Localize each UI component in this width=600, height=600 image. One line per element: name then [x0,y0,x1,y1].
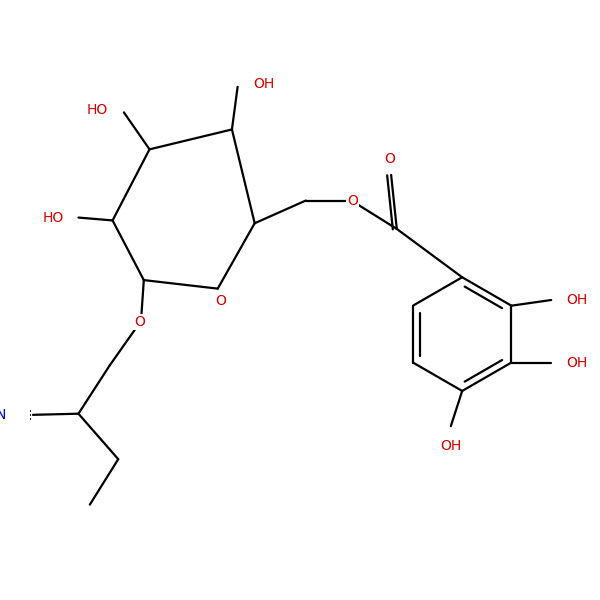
Text: HO: HO [43,211,64,224]
Text: O: O [347,194,358,208]
Text: O: O [385,152,395,166]
Text: OH: OH [254,77,275,91]
Text: HO: HO [87,103,108,116]
Text: OH: OH [566,356,588,370]
Text: O: O [134,315,145,329]
Text: N: N [0,408,5,422]
Text: OH: OH [566,293,588,307]
Text: O: O [215,294,226,308]
Text: OH: OH [440,439,461,453]
